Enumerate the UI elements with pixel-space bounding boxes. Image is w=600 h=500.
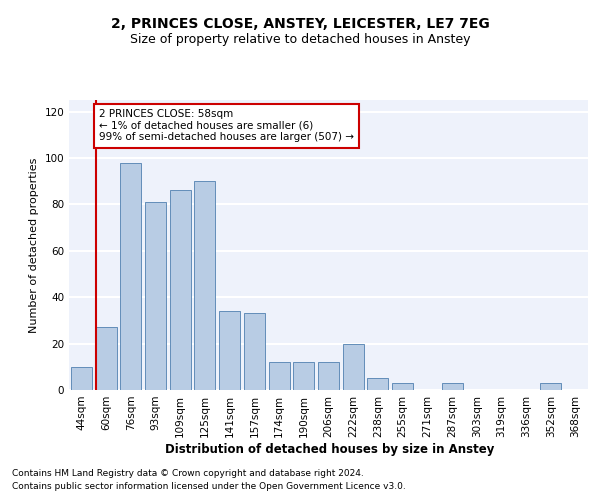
Bar [318,362,339,390]
Bar [244,314,265,390]
Bar [367,378,388,390]
Bar [120,162,141,390]
Y-axis label: Number of detached properties: Number of detached properties [29,158,39,332]
Bar [219,311,240,390]
Bar [442,383,463,390]
Bar [392,383,413,390]
Text: 2 PRINCES CLOSE: 58sqm
← 1% of detached houses are smaller (6)
99% of semi-detac: 2 PRINCES CLOSE: 58sqm ← 1% of detached … [99,110,354,142]
Bar [194,181,215,390]
Text: Contains public sector information licensed under the Open Government Licence v3: Contains public sector information licen… [12,482,406,491]
Text: Size of property relative to detached houses in Anstey: Size of property relative to detached ho… [130,32,470,46]
Bar [71,367,92,390]
Bar [541,383,562,390]
Bar [293,362,314,390]
Text: Distribution of detached houses by size in Anstey: Distribution of detached houses by size … [166,442,494,456]
Text: 2, PRINCES CLOSE, ANSTEY, LEICESTER, LE7 7EG: 2, PRINCES CLOSE, ANSTEY, LEICESTER, LE7… [110,18,490,32]
Bar [145,202,166,390]
Bar [269,362,290,390]
Text: Contains HM Land Registry data © Crown copyright and database right 2024.: Contains HM Land Registry data © Crown c… [12,468,364,477]
Bar [343,344,364,390]
Bar [170,190,191,390]
Bar [95,328,116,390]
